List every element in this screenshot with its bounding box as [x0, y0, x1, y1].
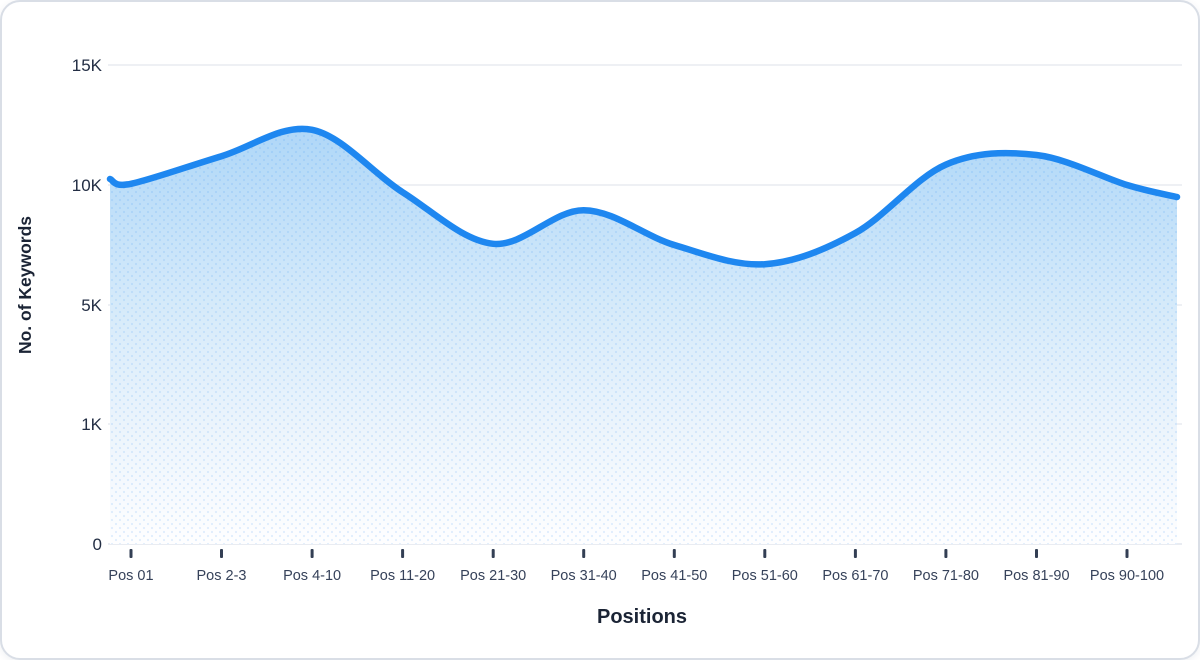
area-dot-texture: [110, 128, 1177, 545]
y-tick-label: 10K: [72, 176, 103, 195]
x-tick-label: Pos 2-3: [197, 568, 247, 584]
x-tick-mark: [853, 549, 857, 558]
y-tick-label: 0: [93, 535, 102, 554]
x-axis-tick-marks: [129, 549, 1129, 558]
x-tick-mark: [672, 549, 676, 558]
x-tick-mark: [763, 549, 767, 558]
x-tick-label: Pos 90-100: [1090, 568, 1164, 584]
y-tick-label: 1K: [81, 415, 102, 434]
x-tick-mark: [491, 549, 495, 558]
y-axis-tick-labels: 0 1K 5K 10K 15K: [72, 56, 103, 554]
x-tick-label: Pos 01: [108, 568, 153, 584]
x-tick-label: Pos 21-30: [460, 568, 526, 584]
x-tick-label: Pos 61-70: [822, 568, 888, 584]
x-tick-mark: [310, 549, 314, 558]
x-axis-title: Positions: [597, 606, 687, 628]
x-tick-label: Pos 71-80: [913, 568, 979, 584]
x-tick-mark: [401, 549, 405, 558]
x-axis-tick-labels: Pos 01 Pos 2-3 Pos 4-10 Pos 11-20 Pos 21-30 P…: [108, 568, 1164, 584]
x-tick-label: Pos 4-10: [283, 568, 341, 584]
x-tick-label: Pos 51-60: [732, 568, 798, 584]
y-tick-label: 15K: [72, 56, 103, 75]
x-tick-mark: [129, 549, 133, 558]
x-tick-label: Pos 11-20: [370, 568, 435, 584]
y-axis-title: No. of Keywords: [15, 216, 35, 354]
x-tick-label: Pos 41-50: [641, 568, 707, 584]
x-tick-mark: [1035, 549, 1038, 558]
x-tick-mark: [944, 549, 948, 558]
x-tick-label: Pos 31-40: [551, 568, 617, 584]
x-tick-mark: [220, 549, 223, 558]
x-tick-mark: [582, 549, 586, 558]
y-tick-label: 5K: [81, 296, 102, 315]
trend-line[interactable]: [106, 125, 1181, 268]
x-tick-label: Pos 81-90: [1003, 568, 1069, 584]
x-tick-mark: [1125, 549, 1129, 558]
